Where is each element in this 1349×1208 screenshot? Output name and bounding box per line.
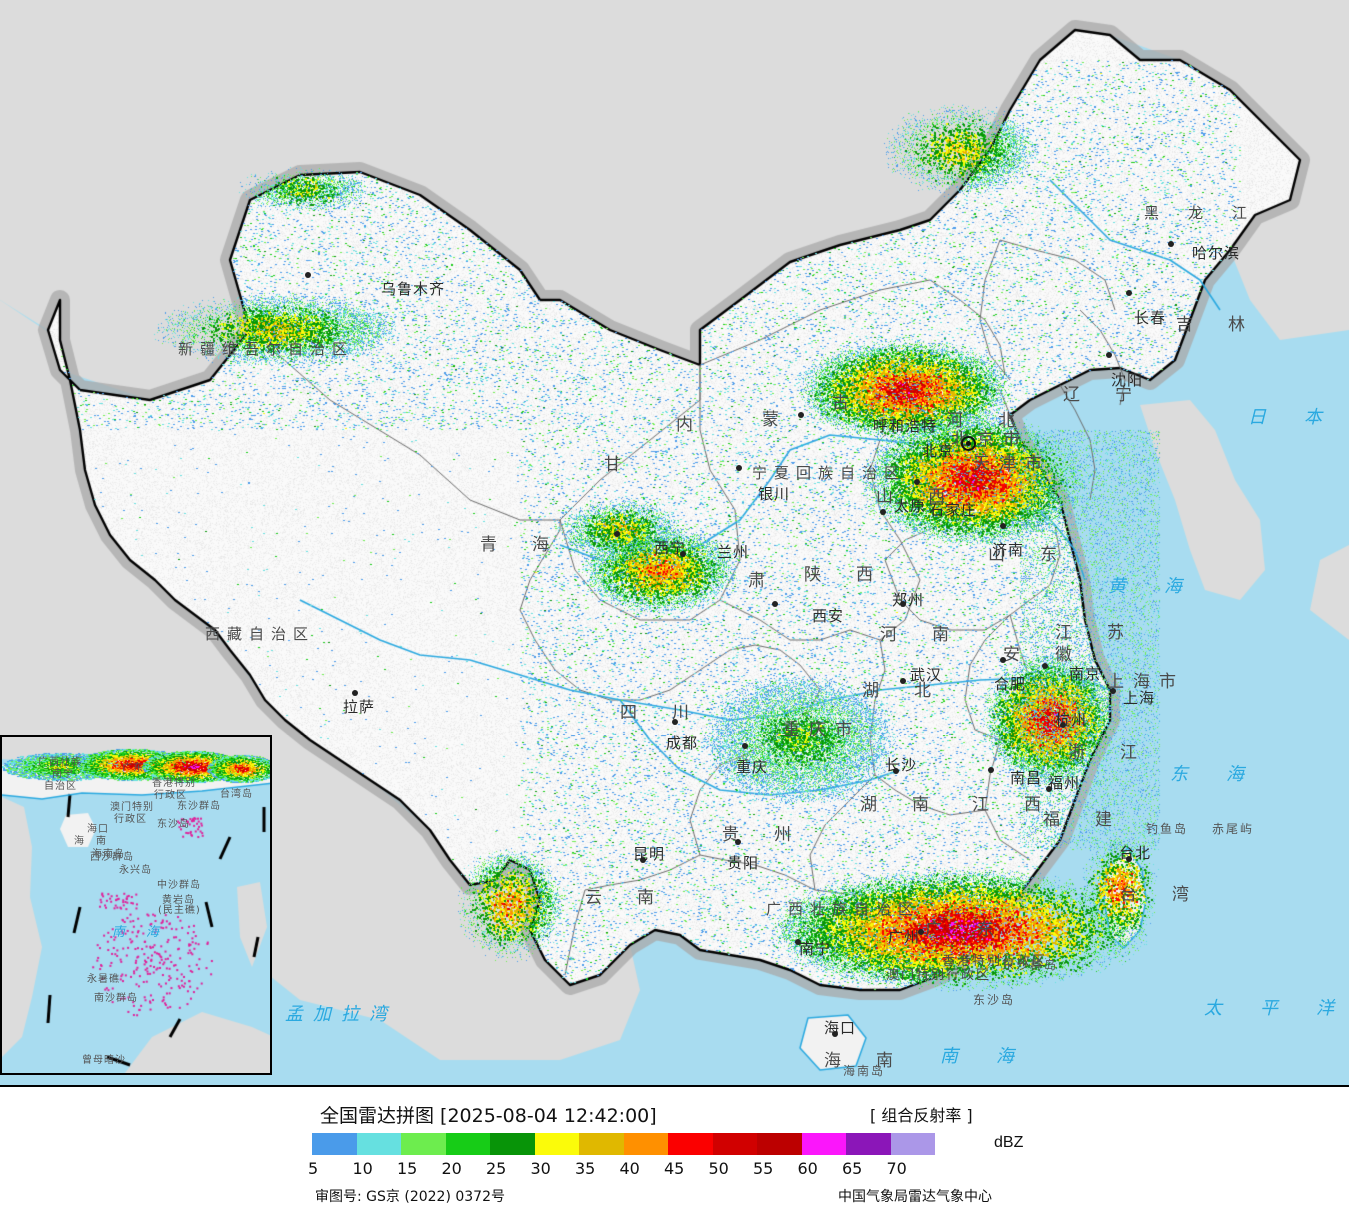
city-marker-贵阳 xyxy=(735,839,741,845)
legend-panel: 全国雷达拼图 [2025-08-04 12:42:00] [ 组合反射率 ] d… xyxy=(0,1085,1349,1208)
city-marker-广州 xyxy=(918,929,924,935)
city-marker-兰州 xyxy=(680,551,686,557)
city-marker-杭州 xyxy=(1060,722,1066,728)
city-marker-西安 xyxy=(772,601,778,607)
colorbar-swatch-10 xyxy=(356,1133,401,1155)
reflectivity-colorbar xyxy=(312,1133,935,1155)
city-marker-合肥 xyxy=(1000,657,1006,663)
colorbar-tick-50: 50 xyxy=(708,1159,729,1178)
source-attribution: 中国气象局雷达气象中心 xyxy=(838,1189,992,1205)
colorbar-swatch-55 xyxy=(757,1133,802,1155)
colorbar-swatch-65 xyxy=(846,1133,891,1155)
city-marker-济南 xyxy=(1000,523,1006,529)
city-marker-上海 xyxy=(1110,688,1116,694)
city-marker-南昌 xyxy=(988,767,994,773)
city-marker-昆明 xyxy=(640,857,646,863)
radar-map[interactable]: 新疆维吾尔自治区 西藏自治区青 海甘肃内蒙古宁夏回族自治区陕 西山 西河 北河 南… xyxy=(0,0,1349,1085)
city-marker-海口 xyxy=(832,1031,838,1037)
colorbar-swatch-30 xyxy=(534,1133,579,1155)
colorbar-tick-35: 35 xyxy=(575,1159,596,1178)
colorbar-tick-45: 45 xyxy=(664,1159,685,1178)
city-marker-拉萨 xyxy=(352,690,358,696)
colorbar-swatch-5 xyxy=(312,1133,357,1155)
colorbar-swatch-50 xyxy=(712,1133,757,1155)
city-marker-郑州 xyxy=(900,601,906,607)
colorbar-tick-15: 15 xyxy=(397,1159,418,1178)
city-marker-重庆 xyxy=(742,743,748,749)
city-marker-福州 xyxy=(1046,786,1052,792)
colorbar-swatch-25 xyxy=(490,1133,535,1155)
colorbar-swatch-60 xyxy=(801,1133,846,1155)
colorbar-swatch-20 xyxy=(445,1133,490,1155)
city-marker-成都 xyxy=(672,719,678,725)
city-marker-台北 xyxy=(1126,856,1132,862)
colorbar-tick-labels: 5 10 15 20 25 30 35 40 45 50 55 60 65 70 xyxy=(300,1159,1020,1179)
colorbar-swatch-40 xyxy=(623,1133,668,1155)
city-marker-哈尔滨 xyxy=(1168,241,1174,247)
review-number: 审图号: GS京 (2022) 0372号 xyxy=(315,1189,505,1205)
city-marker-长沙 xyxy=(893,768,899,774)
city-marker-西宁 xyxy=(614,531,620,537)
colorbar-tick-30: 30 xyxy=(530,1159,551,1178)
colorbar-tick-25: 25 xyxy=(486,1159,507,1178)
colorbar-tick-65: 65 xyxy=(842,1159,863,1178)
city-marker-南宁 xyxy=(795,939,801,945)
colorbar-unit-label: dBZ xyxy=(994,1134,1024,1151)
colorbar-tick-60: 60 xyxy=(797,1159,818,1178)
inset-echo-layer xyxy=(2,737,270,1073)
colorbar-tick-70: 70 xyxy=(886,1159,907,1178)
colorbar-swatch-45 xyxy=(668,1133,713,1155)
legend-product-label: [ 组合反射率 ] xyxy=(870,1106,973,1125)
city-marker-武汉 xyxy=(900,678,906,684)
colorbar-swatch-35 xyxy=(579,1133,624,1155)
legend-title: 全国雷达拼图 [2025-08-04 12:42:00] xyxy=(320,1105,657,1127)
colorbar-tick-40: 40 xyxy=(619,1159,640,1178)
city-marker-乌鲁木齐 xyxy=(305,272,311,278)
city-marker-南京 xyxy=(1042,663,1048,669)
colorbar-swatch-15 xyxy=(401,1133,446,1155)
city-marker-银川 xyxy=(736,465,742,471)
colorbar-tick-10: 10 xyxy=(352,1159,373,1178)
city-marker-石家庄 xyxy=(914,479,920,485)
city-marker-呼和浩特 xyxy=(798,412,804,418)
colorbar-swatch-70 xyxy=(890,1133,935,1155)
colorbar-tick-55: 55 xyxy=(753,1159,774,1178)
colorbar-tick-5: 5 xyxy=(308,1159,319,1178)
capital-marker-beijing xyxy=(961,436,976,451)
colorbar-tick-20: 20 xyxy=(441,1159,462,1178)
city-marker-长春 xyxy=(1126,290,1132,296)
city-marker-太原 xyxy=(880,509,886,515)
south-china-sea-inset-map[interactable]: 广西壮族 自治区 南宁 广东 香港特别 行政区 台湾岛 澳门特别 行政区 东沙群岛 东沙岛 海口海 南… xyxy=(0,735,272,1075)
city-marker-沈阳 xyxy=(1106,352,1112,358)
